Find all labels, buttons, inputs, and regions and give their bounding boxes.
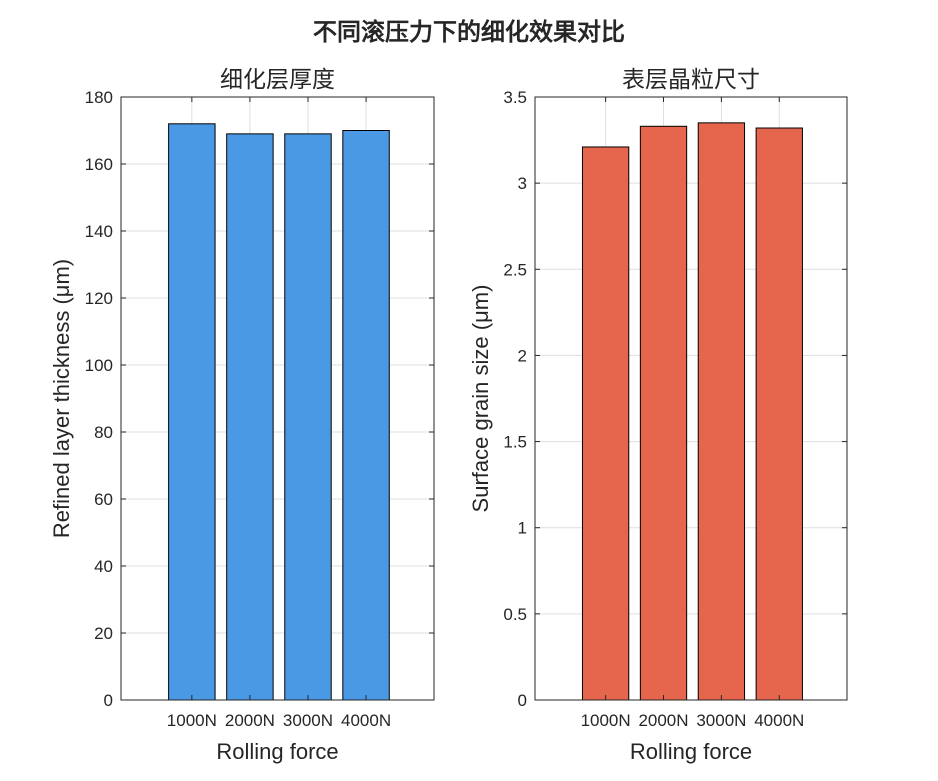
y-tick-label: 1.5 [503, 433, 527, 452]
y-tick-label: 20 [94, 624, 113, 643]
x-tick-label: 1000N [581, 711, 631, 730]
y-tick-label: 0 [104, 691, 113, 710]
x-tick-label: 4000N [341, 711, 391, 730]
figure-title: 不同滚压力下的细化效果对比 [313, 17, 625, 46]
y-tick-label: 100 [85, 356, 113, 375]
subplot-2: 0 0.5 1 1.5 2 2.5 3 3.5 1000N 2000N 3000N 4000N 表层晶粒… [468, 67, 848, 764]
y-tick-label: 160 [85, 155, 113, 174]
y-tick-label: 140 [85, 222, 113, 241]
x-axis-label: Rolling force [216, 739, 338, 764]
bar-2000N [639, 125, 688, 701]
y-tick-label: 180 [85, 88, 113, 107]
y-tick-label: 0.5 [503, 605, 527, 624]
x-tick-label: 2000N [638, 711, 688, 730]
y-tick-label: 1 [518, 519, 527, 538]
subplot-title: 表层晶粒尺寸 [622, 67, 760, 93]
x-tick-label: 3000N [283, 711, 333, 730]
y-tick-label: 3 [518, 174, 527, 193]
y-axis-label: Refined layer thickness (μm) [49, 259, 74, 538]
bar-2000N [226, 133, 274, 701]
y-tick-label: 80 [94, 423, 113, 442]
y-tick-label: 3.5 [503, 88, 527, 107]
bar-3000N [284, 133, 332, 701]
bar-3000N [697, 122, 746, 701]
x-tick-label: 1000N [167, 711, 217, 730]
axes-box [534, 96, 848, 701]
y-tick-label: 2 [518, 346, 527, 365]
y-tick-label: 40 [94, 557, 113, 576]
x-axis-label: Rolling force [630, 739, 752, 764]
axes-box [120, 96, 435, 701]
x-tick-label: 4000N [754, 711, 804, 730]
y-axis-label: Surface grain size (μm) [468, 285, 493, 513]
bar-4000N [342, 130, 390, 701]
x-tick-label: 2000N [225, 711, 275, 730]
subplot-title: 细化层厚度 [220, 67, 335, 93]
y-tick-label: 60 [94, 490, 113, 509]
x-tick-label: 3000N [696, 711, 746, 730]
y-tick-label: 2.5 [503, 260, 527, 279]
bar-4000N [755, 127, 803, 701]
subplot-1: 0 20 40 60 80 100 120 140 160 180 1000N 2000N 3000N 4… [49, 67, 435, 764]
bar-1000N [581, 146, 630, 701]
y-tick-label: 0 [518, 691, 527, 710]
bar-1000N [168, 123, 216, 701]
y-tick-label: 120 [85, 289, 113, 308]
